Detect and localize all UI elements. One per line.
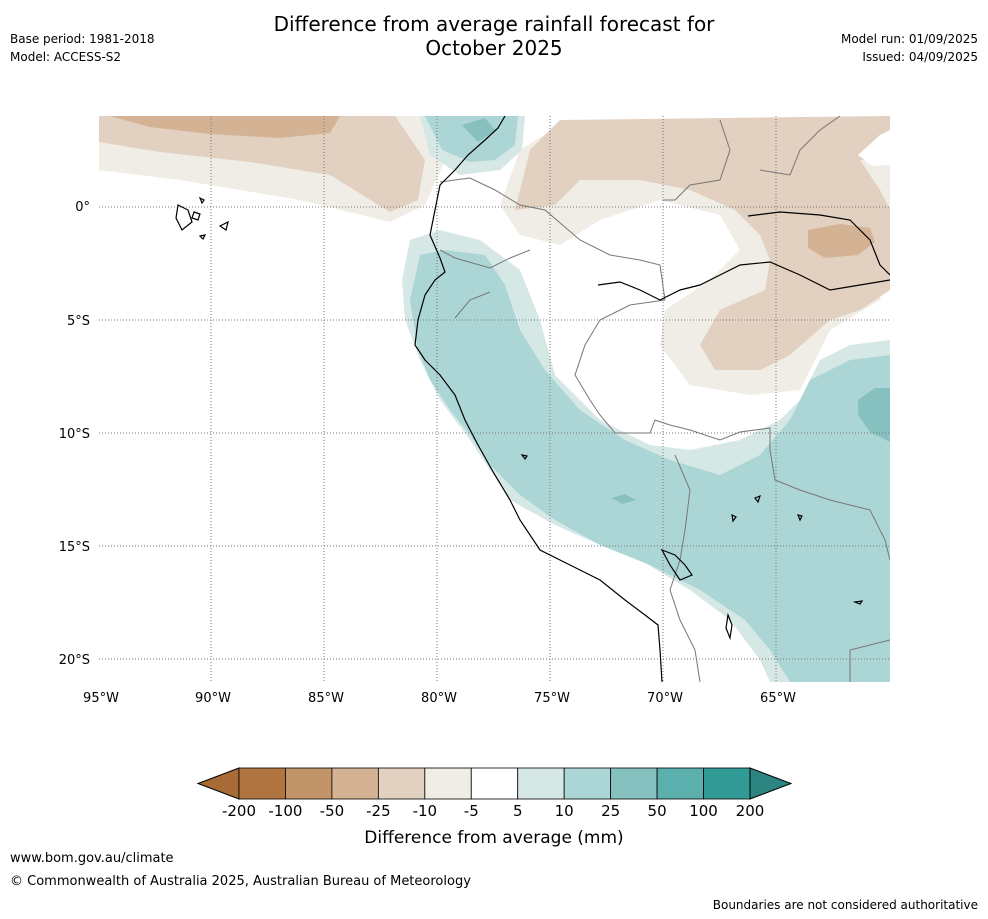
colorbar-cell [331,767,379,800]
footer-url: www.bom.gov.au/climate [10,851,174,866]
colorbar-cell [285,767,333,800]
colorbar-tick-label: -50 [320,802,345,820]
title-line-2: October 2025 [425,36,563,60]
lon-label-90w: 90°W [195,691,231,706]
title-line-1: Difference from average rainfall forecas… [273,12,715,36]
lat-label-5s: 5°S [67,314,90,329]
wet-region-north-coast-inner [425,116,518,162]
colorbar-title: Difference from average (mm) [364,828,623,848]
colorbar-cell [377,767,426,800]
colorbar-cell [470,767,519,800]
lon-label-70w: 70°W [647,691,683,706]
lat-label-0: 0° [75,200,90,215]
footer-note: Boundaries are not considered authoritat… [712,898,978,912]
colorbar-tick-label: -25 [366,802,391,820]
wet-region-north-coast-core [462,118,495,142]
colorbar-extend-low [196,767,240,800]
base-period: Base period: 1981-2018 [10,32,155,46]
colorbar-cell [238,767,286,800]
map-fields [99,116,890,682]
model-run: Model run: 01/09/2025 [840,32,978,46]
colorbar-tick-label: 100 [689,802,718,820]
colorbar-cell [703,767,751,800]
colorbar-cell [424,767,472,800]
colorbar-cell [610,767,658,800]
colorbar-cell [656,767,704,800]
meta-right: Model run: 01/09/2025 Issued: 04/09/2025 [841,30,978,66]
colorbar-tick-label: -100 [268,802,302,820]
model-name: Model: ACCESS-S2 [10,50,122,64]
page-title: Difference from average rainfall forecas… [0,12,988,60]
lon-label-95w: 95°W [83,691,119,706]
colorbar-tick-label: -5 [464,802,479,820]
country-borders [439,116,890,682]
dry-patch-northeast [858,130,890,166]
coastline [175,116,890,682]
colorbar-tick-label: -200 [222,802,256,820]
colorbar-tick-label: 25 [601,802,620,820]
colorbar: -200 -100 -50 -25 -10 -5 5 10 25 50 100 200 Differe… [196,767,793,848]
issued-date: Issued: 04/09/2025 [862,50,978,64]
wet-band-inner [410,250,890,682]
lon-label-80w: 80°W [421,691,457,706]
colorbar-cell [517,767,565,800]
meta-left: Base period: 1981-2018 Model: ACCESS-S2 [10,30,155,66]
lon-label-65w: 65°W [760,691,796,706]
colorbar-cell [563,767,612,800]
lon-label-75w: 75°W [534,691,570,706]
graticule [99,116,890,682]
lat-label-15s: 15°S [59,540,90,555]
colorbar-tick-label: 200 [736,802,765,820]
colorbar-tick-label: 50 [648,802,667,820]
colorbar-tick-label: 5 [513,802,523,820]
dry-region-amazon-core [808,224,875,258]
colorbar-tick-label: -10 [413,802,438,820]
lon-label-85w: 85°W [308,691,344,706]
wet-core-east [858,388,890,442]
lat-label-10s: 10°S [59,427,90,442]
lat-label-20s: 20°S [59,653,90,668]
dry-region-amazon-inner [515,116,890,370]
footer-copyright: © Commonwealth of Australia 2025, Austra… [10,874,471,889]
dry-region-north-pacific-core [110,116,340,138]
wet-core-small [612,494,636,504]
dry-region-north-pacific-inner [99,116,425,212]
colorbar-extend-high [749,767,793,800]
colorbar-tick-label: 10 [555,802,574,820]
